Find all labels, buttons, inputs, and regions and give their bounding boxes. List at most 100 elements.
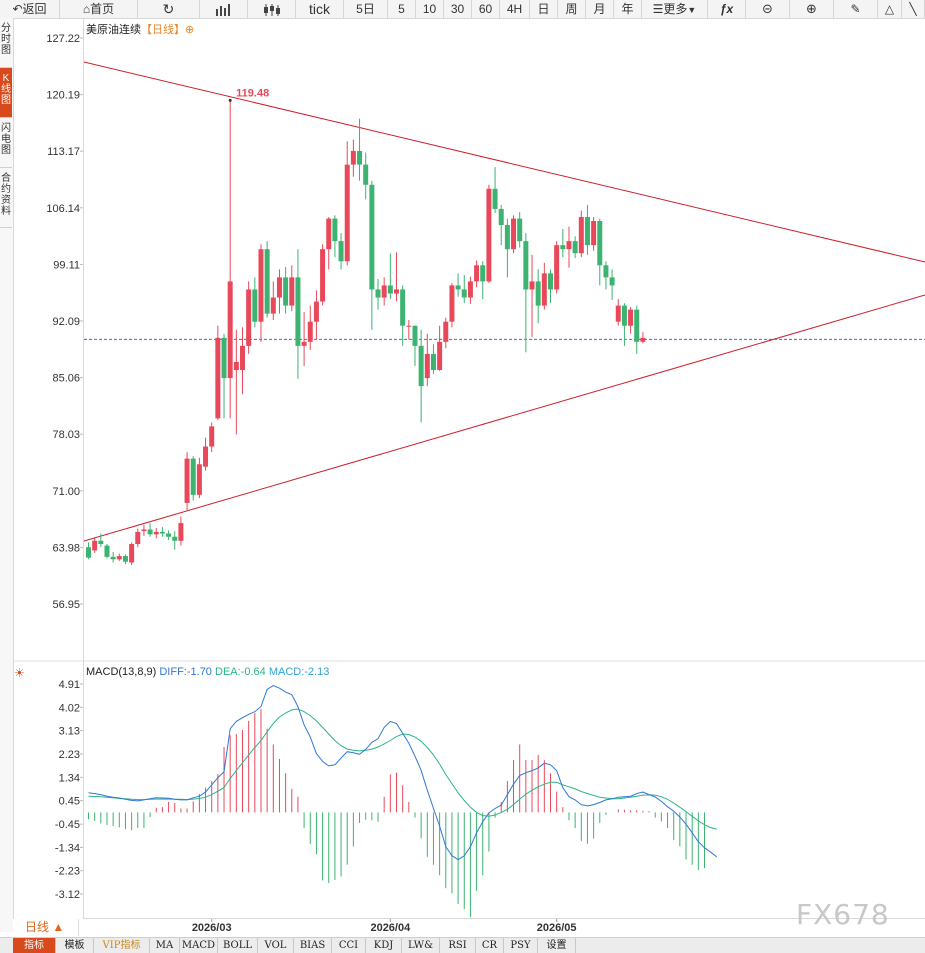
tab-lw[interactable]: LW& — [402, 938, 440, 953]
candle — [215, 325, 221, 420]
candle — [517, 212, 523, 248]
candle — [578, 210, 584, 258]
formula-button[interactable]: ƒx — [708, 0, 746, 18]
tab-ma[interactable]: MA — [150, 938, 180, 953]
tab-indicators[interactable]: 指标 — [13, 938, 56, 953]
period-60min[interactable]: 60 — [472, 0, 500, 18]
candle — [541, 262, 547, 310]
candle-body — [196, 464, 202, 495]
refresh-button[interactable]: ↻ — [138, 0, 200, 18]
candle — [159, 527, 165, 537]
candle-body — [159, 531, 165, 534]
period-month[interactable]: 月 — [586, 0, 614, 18]
back-button[interactable]: ↶返回 — [0, 0, 60, 18]
tick-button[interactable]: tick — [296, 0, 344, 18]
date-tick-label: 2026/04 — [370, 922, 411, 934]
tab-vol[interactable]: VOL — [258, 938, 294, 953]
sidebar-item-timeshare[interactable]: 分时图 — [0, 18, 12, 68]
formula-icon: ƒx — [719, 2, 734, 16]
candle-body — [332, 218, 338, 242]
candle — [554, 241, 560, 294]
candle-body — [424, 353, 430, 379]
price-tick-label: 92.09 — [52, 316, 80, 328]
candle-body — [252, 289, 258, 322]
candle-body — [437, 341, 443, 371]
period-30min[interactable]: 30 — [444, 0, 472, 18]
candle-body — [110, 556, 116, 560]
bar-chart-button[interactable] — [200, 0, 248, 18]
candle — [289, 265, 295, 312]
period-4h[interactable]: 4H — [500, 0, 530, 18]
candle-body — [443, 321, 449, 342]
price-tick-label: 120.19 — [46, 90, 80, 102]
tab-cr[interactable]: CR — [476, 938, 504, 953]
candle — [270, 281, 276, 321]
candle-body — [147, 529, 153, 535]
tab-templates[interactable]: 模板 — [56, 938, 94, 953]
candle-body — [634, 309, 640, 342]
sidebar-item-contract[interactable]: 合约资料 — [0, 168, 12, 228]
price-tick-label: 85.06 — [52, 373, 80, 385]
period-year[interactable]: 年 — [614, 0, 642, 18]
tab-macd[interactable]: MACD — [180, 938, 218, 953]
candle — [424, 333, 430, 387]
candle-body — [258, 249, 264, 322]
max-price-label: 119.48 — [236, 87, 269, 99]
period-week[interactable]: 周 — [558, 0, 586, 18]
tab-vip-indicators[interactable]: VIP指标 — [94, 938, 150, 953]
period-day[interactable]: 日 — [530, 0, 558, 18]
candle-body — [116, 556, 122, 560]
macd-tick-label: -3.12 — [55, 889, 80, 901]
tab-bias[interactable]: BIAS — [294, 938, 332, 953]
sidebar-item-flash[interactable]: 闪电图 — [0, 118, 12, 168]
candle — [621, 303, 627, 346]
zoom-out-icon: ⊝ — [762, 1, 773, 16]
candle-body — [461, 289, 467, 298]
zoom-in-button[interactable]: ⊕ — [790, 0, 834, 18]
candle — [332, 215, 338, 258]
draw-arrow-button[interactable]: ╲ — [902, 0, 925, 18]
zoom-out-button[interactable]: ⊝ — [746, 0, 790, 18]
tab-psy[interactable]: PSY — [504, 938, 538, 953]
period-10min[interactable]: 10 — [416, 0, 444, 18]
candle — [523, 233, 529, 353]
macd-settings-icon[interactable]: ☀ — [14, 666, 25, 680]
tab-rsi[interactable]: RSI — [440, 938, 476, 953]
price-tick-label: 71.00 — [52, 486, 80, 498]
candle-body — [412, 325, 418, 346]
candle-body — [264, 249, 270, 314]
tab-settings[interactable]: 设置 — [538, 938, 576, 953]
candle — [92, 538, 98, 553]
candle-body — [104, 545, 110, 557]
period-5min[interactable]: 5 — [388, 0, 416, 18]
candle — [326, 216, 332, 270]
sidebar-item-kline[interactable]: K线图 — [0, 68, 12, 118]
macd-tick-label: -2.23 — [55, 866, 80, 878]
candle-body — [98, 540, 104, 544]
candle-body — [517, 218, 523, 242]
candle — [141, 524, 147, 536]
period-selector[interactable]: 日线 ▲ — [13, 919, 79, 936]
home-button[interactable]: ⌂首页 — [60, 0, 138, 18]
candle — [461, 274, 467, 304]
tab-kdj[interactable]: KDJ — [366, 938, 402, 953]
candle-chart-button[interactable] — [248, 0, 296, 18]
indicator-tab-bar: 指标 模板 VIP指标 MA MACD BOLL VOL BIAS CCI KD… — [0, 937, 925, 953]
candle — [264, 241, 270, 318]
candle-body — [578, 216, 584, 254]
period-5day[interactable]: 5日 — [344, 0, 388, 18]
price-tick-label: 63.98 — [52, 542, 80, 554]
add-indicator-icon[interactable]: ⊕ — [185, 24, 195, 36]
more-button[interactable]: ☰更多▼ — [642, 0, 708, 18]
tab-cci[interactable]: CCI — [332, 938, 366, 953]
candle-body — [246, 289, 252, 346]
draw-triangle-button[interactable]: △ — [878, 0, 902, 18]
candle-body — [535, 281, 541, 306]
candle-body — [240, 345, 245, 371]
candle — [258, 244, 264, 342]
draw-line-button[interactable]: ✎ — [834, 0, 878, 18]
candle-body — [129, 543, 135, 563]
tab-boll[interactable]: BOLL — [218, 938, 258, 953]
candle-body — [344, 164, 350, 262]
